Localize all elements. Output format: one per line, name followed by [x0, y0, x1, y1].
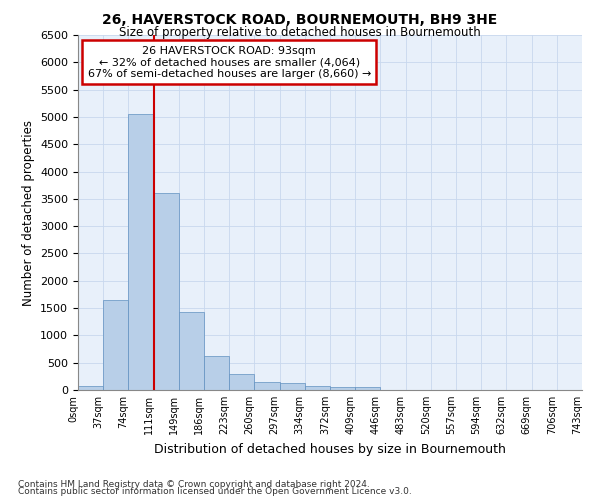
Bar [229, 374, 254, 390]
Bar [355, 388, 380, 390]
Y-axis label: Number of detached properties: Number of detached properties [22, 120, 35, 306]
Bar [103, 300, 128, 390]
Bar [154, 194, 179, 390]
Bar [330, 386, 355, 390]
Text: 26, HAVERSTOCK ROAD, BOURNEMOUTH, BH9 3HE: 26, HAVERSTOCK ROAD, BOURNEMOUTH, BH9 3H… [103, 12, 497, 26]
X-axis label: Distribution of detached houses by size in Bournemouth: Distribution of detached houses by size … [154, 442, 506, 456]
Bar [128, 114, 154, 390]
Bar [254, 382, 280, 390]
Text: 26 HAVERSTOCK ROAD: 93sqm
← 32% of detached houses are smaller (4,064)
67% of se: 26 HAVERSTOCK ROAD: 93sqm ← 32% of detac… [88, 46, 371, 79]
Bar [305, 386, 330, 390]
Bar [179, 312, 204, 390]
Text: Contains HM Land Registry data © Crown copyright and database right 2024.: Contains HM Land Registry data © Crown c… [18, 480, 370, 489]
Bar [280, 383, 305, 390]
Text: Contains public sector information licensed under the Open Government Licence v3: Contains public sector information licen… [18, 488, 412, 496]
Bar [78, 386, 103, 390]
Text: Size of property relative to detached houses in Bournemouth: Size of property relative to detached ho… [119, 26, 481, 39]
Bar [204, 356, 229, 390]
